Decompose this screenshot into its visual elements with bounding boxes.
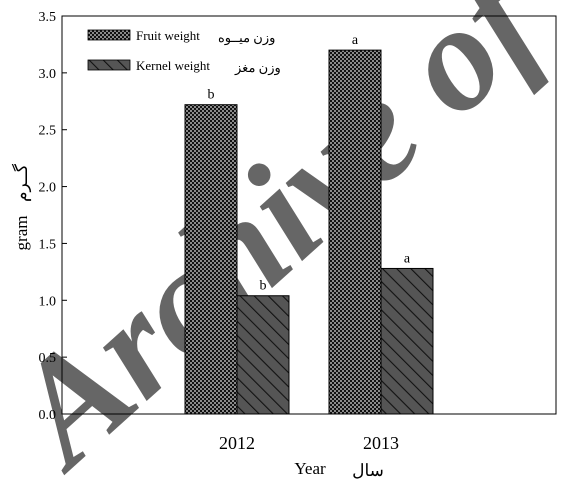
legend-label-kernel-fa: وزن مغز bbox=[234, 60, 281, 76]
significance-label: b bbox=[260, 279, 267, 294]
y-tick-label: 3.0 bbox=[39, 67, 57, 82]
legend: Fruit weight وزن میــوه Kernel weight وز… bbox=[87, 28, 281, 76]
y-axis-title: gram bbox=[12, 216, 31, 251]
y-axis-title-fa: گــرم bbox=[11, 163, 32, 202]
legend-swatch-fruit bbox=[87, 29, 131, 41]
bars bbox=[184, 49, 434, 415]
significance-labels: b a b a bbox=[208, 33, 411, 294]
y-tick-label: 0.5 bbox=[39, 351, 57, 366]
y-tick-label: 3.5 bbox=[39, 10, 57, 25]
significance-label: a bbox=[404, 251, 411, 266]
legend-label-fruit-fa: وزن میــوه bbox=[218, 30, 275, 46]
y-tick-label: 1.5 bbox=[39, 237, 57, 252]
x-axis-title: Year bbox=[294, 459, 326, 478]
y-tick-label: 1.0 bbox=[39, 294, 57, 309]
significance-label: a bbox=[352, 33, 359, 48]
x-axis: 2012 2013 bbox=[219, 409, 399, 453]
bar-fruit-2012 bbox=[184, 104, 238, 415]
x-axis-title-fa: سال bbox=[352, 461, 384, 480]
y-axis: 0.0 0.5 1.0 1.5 2.0 2.5 3.0 3.5 bbox=[39, 10, 67, 423]
bar-kernel-2012 bbox=[236, 295, 290, 415]
y-tick-label: 2.0 bbox=[39, 181, 57, 196]
legend-label-kernel: Kernel weight bbox=[136, 58, 210, 73]
plot-frame bbox=[61, 15, 557, 415]
legend-swatch-kernel bbox=[87, 59, 131, 71]
bar-fruit-2013 bbox=[328, 49, 382, 415]
x-tick-label: 2012 bbox=[219, 433, 255, 453]
significance-label: b bbox=[208, 88, 215, 103]
y-tick-label: 0.0 bbox=[39, 408, 57, 423]
y-tick-label: 2.5 bbox=[39, 124, 57, 139]
bar-kernel-2013 bbox=[380, 267, 434, 415]
legend-label-fruit: Fruit weight bbox=[136, 28, 200, 43]
x-tick-label: 2013 bbox=[363, 433, 399, 453]
